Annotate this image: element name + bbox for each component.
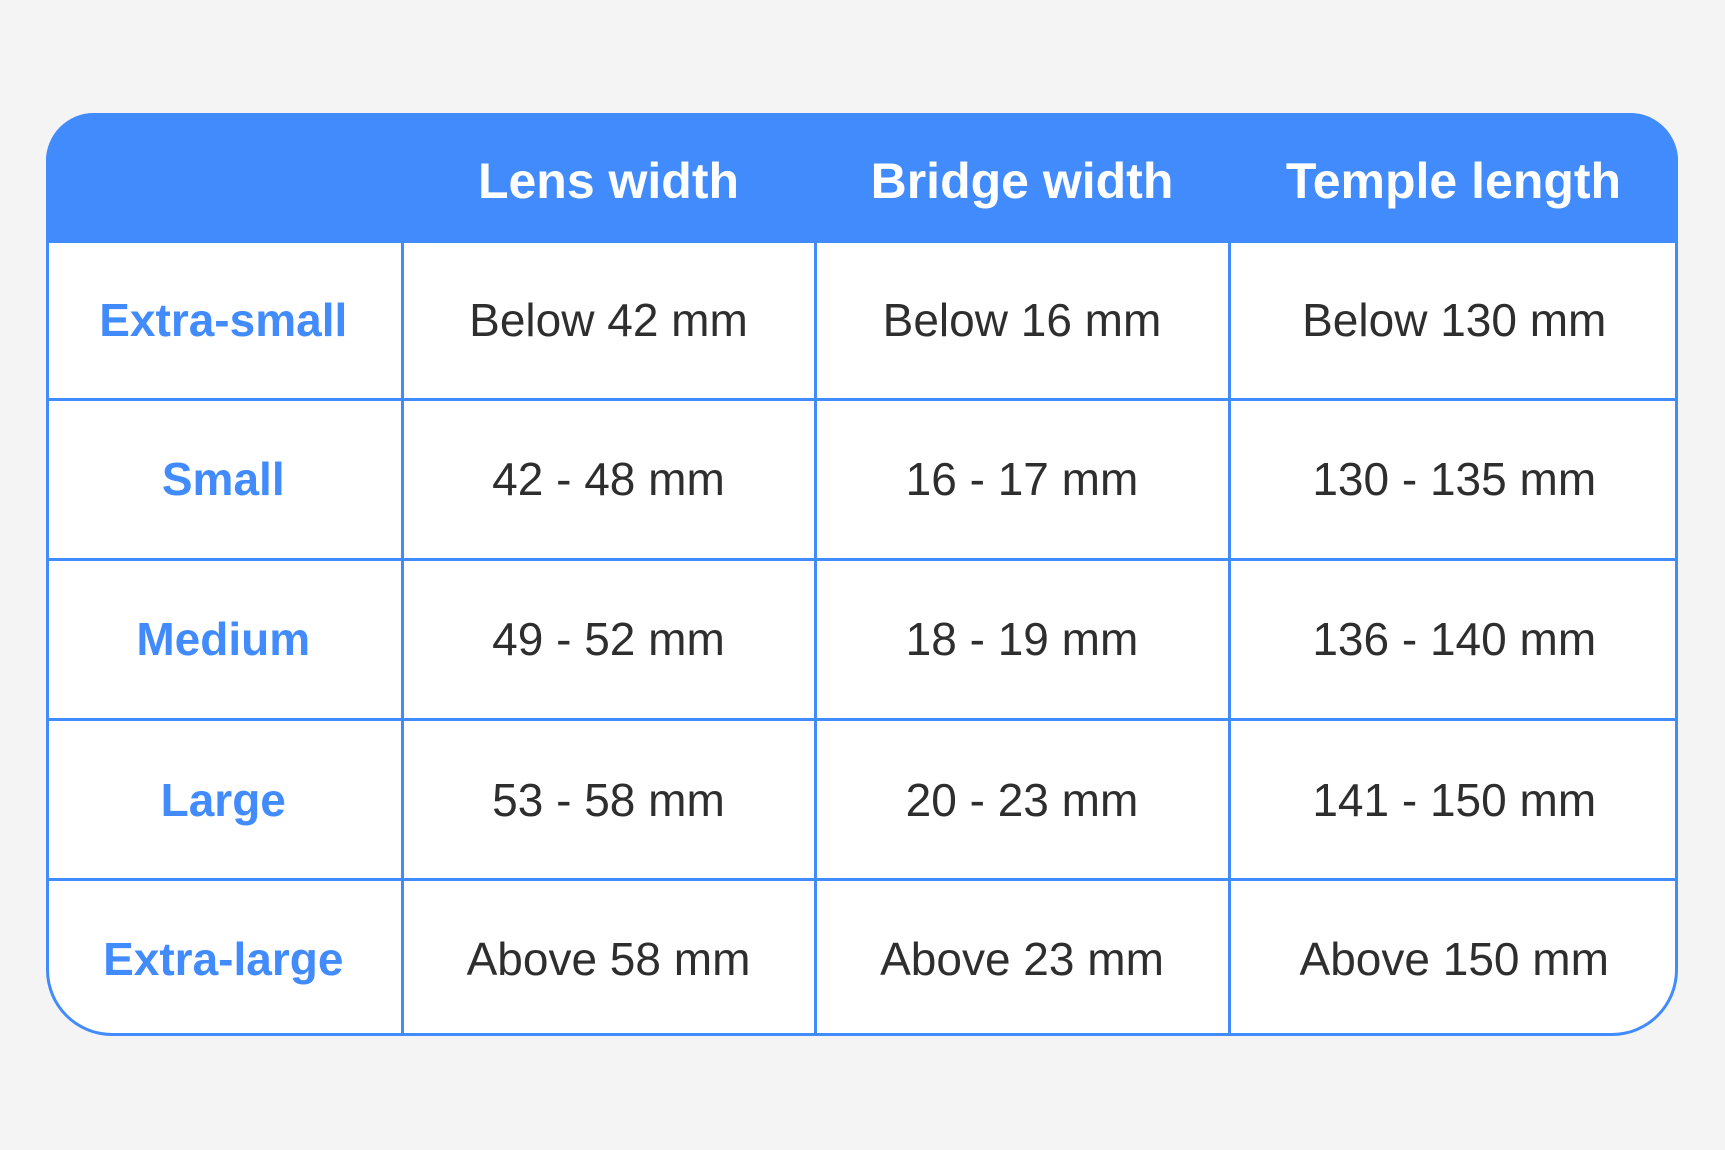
- size-label: Large: [46, 718, 404, 882]
- temple-length-cell: Above 150 mm: [1227, 878, 1678, 1036]
- size-label: Medium: [46, 557, 404, 722]
- size-label: Extra-large: [46, 878, 404, 1036]
- lens-width-cell: 53 - 58 mm: [400, 718, 817, 882]
- size-label: Extra-small: [46, 243, 404, 401]
- bridge-width-cell: 16 - 17 mm: [813, 397, 1231, 561]
- temple-length-cell: 136 - 140 mm: [1227, 557, 1678, 722]
- table-row: Extra-small Below 42 mm Below 16 mm Below 1…: [46, 243, 1678, 401]
- temple-length-cell: 141 - 150 mm: [1227, 718, 1678, 882]
- temple-length-cell: 130 - 135 mm: [1227, 397, 1678, 561]
- bridge-width-cell: Below 16 mm: [813, 243, 1231, 401]
- bridge-width-cell: 20 - 23 mm: [813, 718, 1231, 882]
- table-row: Large 53 - 58 mm 20 - 23 mm 141 - 150 mm: [46, 718, 1678, 882]
- table-row: Extra-large Above 58 mm Above 23 mm Above 1…: [46, 878, 1678, 1036]
- lens-width-cell: Below 42 mm: [400, 243, 817, 401]
- lens-width-cell: 42 - 48 mm: [400, 397, 817, 561]
- size-chart-table: Lens width Bridge width Temple length Ex…: [46, 113, 1678, 1036]
- header-size: [46, 113, 402, 243]
- table-row: Medium 49 - 52 mm 18 - 19 mm 136 - 140 mm: [46, 557, 1678, 722]
- lens-width-cell: 49 - 52 mm: [400, 557, 817, 722]
- header-bridge-width: Bridge width: [870, 152, 1174, 209]
- bridge-width-cell: Above 23 mm: [813, 878, 1231, 1036]
- size-label: Small: [46, 397, 404, 561]
- temple-length-cell: Below 130 mm: [1227, 243, 1678, 401]
- bridge-width-cell: 18 - 19 mm: [813, 557, 1231, 722]
- lens-width-cell: Above 58 mm: [400, 878, 817, 1036]
- header-temple-length: Temple length: [1285, 152, 1622, 209]
- header-row: Lens width Bridge width Temple length: [46, 113, 1678, 243]
- header-lens-width: Lens width: [477, 152, 740, 209]
- table: Lens width Bridge width Temple length Ex…: [46, 113, 1678, 1036]
- table-row: Small 42 - 48 mm 16 - 17 mm 130 - 135 mm: [46, 397, 1678, 561]
